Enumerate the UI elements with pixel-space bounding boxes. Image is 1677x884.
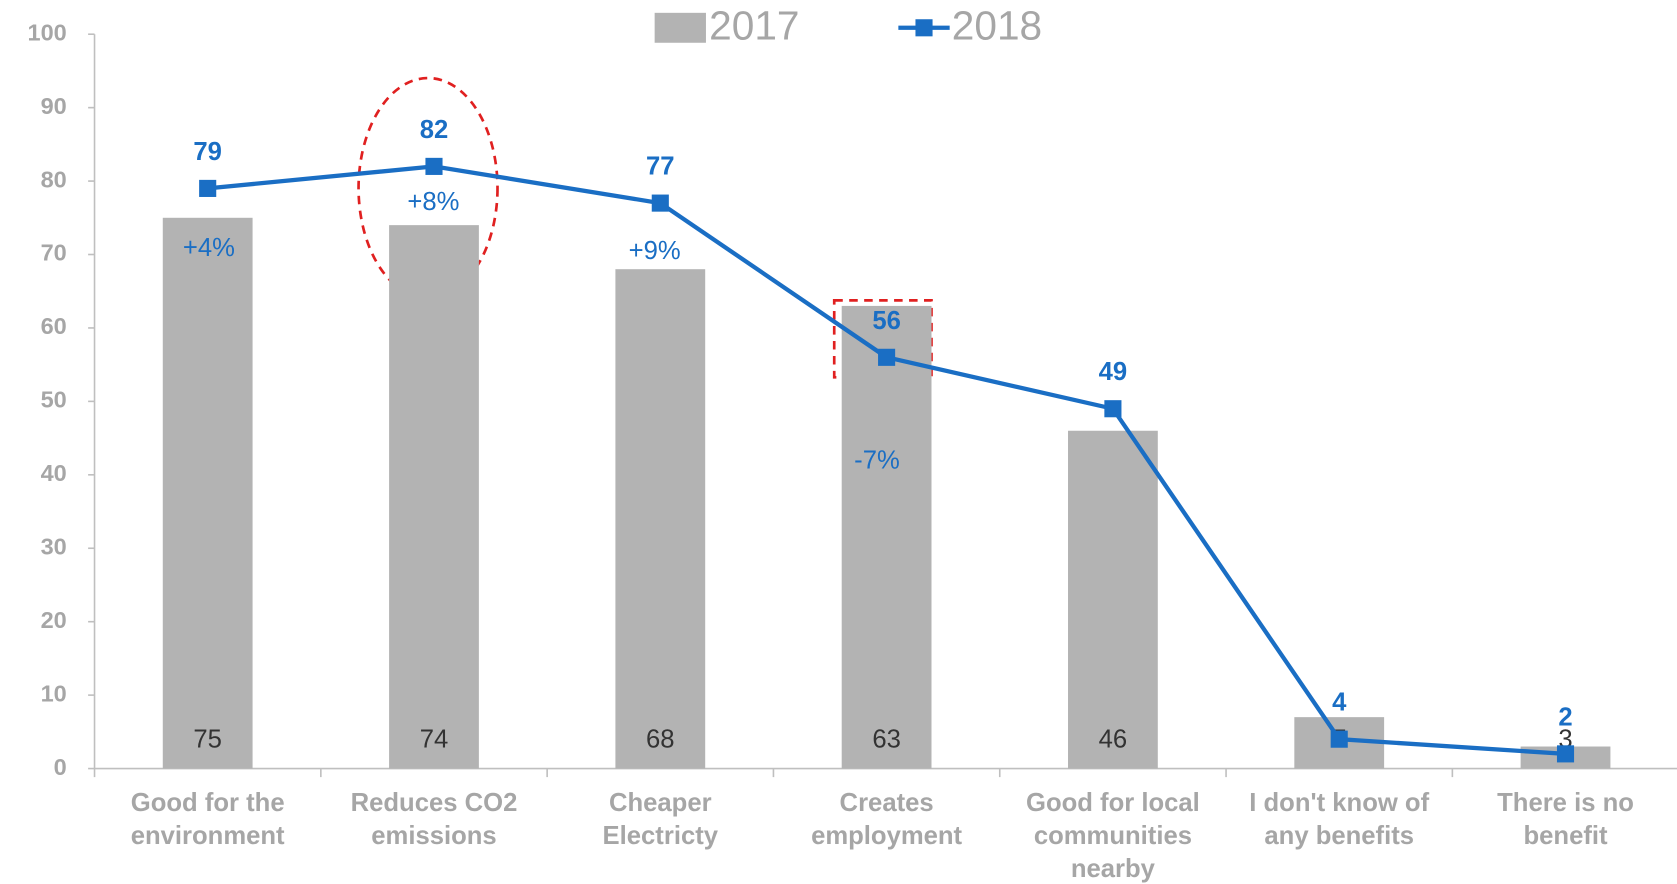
bar-value-label: 68 — [646, 726, 675, 754]
legend-label: 2018 — [952, 3, 1042, 49]
marker — [199, 179, 217, 197]
bar — [162, 217, 253, 769]
value-label: 56 — [872, 307, 901, 335]
x-tick-label: Creates employment — [811, 789, 962, 850]
x-tick-label-line: I don't know of — [1249, 789, 1429, 817]
marker — [1330, 730, 1348, 748]
x-tick-label: Cheaper Electricty — [603, 789, 719, 850]
x-tick-label-line: any benefits — [1264, 822, 1414, 850]
x-tick-label: Good for local communities nearby — [1026, 789, 1200, 883]
x-tick-label-line: Reduces CO2 — [351, 789, 518, 817]
bar-value-label: 75 — [193, 726, 222, 754]
y-tick-label: 30 — [41, 533, 67, 559]
y-tick-label: 50 — [41, 387, 67, 413]
y-tick-label: 0 — [54, 754, 67, 780]
legend-label: 2017 — [709, 3, 799, 49]
value-label: 4 — [1332, 689, 1347, 717]
y-tick-label: 70 — [41, 240, 67, 266]
annotation: +9% — [629, 237, 681, 265]
value-label: 2 — [1558, 703, 1572, 731]
x-tick-label-line: Creates — [840, 789, 934, 817]
bar-value-label: 74 — [420, 726, 449, 754]
x-tick-label-line: benefit — [1523, 822, 1608, 850]
x-tick-label: Reduces CO2 emissions — [351, 789, 518, 850]
y-tick-label: 60 — [41, 313, 67, 339]
x-tick-label: Good for the environment — [131, 789, 285, 850]
x-tick-label-line: employment — [811, 822, 962, 850]
marker — [651, 194, 669, 212]
x-tick-label-line: There is no — [1497, 789, 1634, 817]
bar-value-label: 46 — [1099, 726, 1128, 754]
y-tick-label: 40 — [41, 460, 67, 486]
marker — [425, 157, 443, 175]
value-label: 82 — [420, 116, 449, 144]
x-tick-label-line: Good for the — [131, 789, 285, 817]
marker — [1104, 400, 1122, 418]
x-tick-label-line: nearby — [1071, 855, 1156, 883]
value-label: 77 — [646, 153, 675, 181]
x-tick-label-line: Electricty — [603, 822, 719, 850]
x-tick-label-line: environment — [131, 822, 285, 850]
x-tick-label-line: communities — [1034, 822, 1192, 850]
y-tick-label: 80 — [41, 166, 67, 192]
x-tick-label: I don't know of any benefits — [1249, 789, 1429, 850]
x-tick-label-line: emissions — [371, 822, 496, 850]
legend-swatch — [654, 12, 706, 43]
y-tick-label: 100 — [28, 19, 67, 45]
bar-value-label: 63 — [872, 726, 901, 754]
annotation: -7% — [854, 447, 900, 475]
value-label: 49 — [1099, 358, 1128, 386]
y-tick-label: 20 — [41, 607, 67, 633]
legend-marker — [915, 19, 933, 37]
x-tick-label-line: Cheaper — [609, 789, 712, 817]
x-tick-label-line: Good for local — [1026, 789, 1200, 817]
annotation: +4% — [183, 234, 235, 262]
y-tick-label: 10 — [41, 680, 67, 706]
value-label: 79 — [193, 138, 222, 166]
marker — [878, 348, 896, 366]
bar — [615, 269, 706, 769]
bar — [1068, 430, 1158, 769]
bar — [389, 225, 479, 769]
marker — [1556, 745, 1575, 763]
x-tick-label: There is no benefit — [1497, 789, 1634, 850]
annotation: +8% — [407, 188, 459, 216]
y-tick-label: 90 — [41, 93, 67, 119]
bar — [841, 305, 932, 769]
